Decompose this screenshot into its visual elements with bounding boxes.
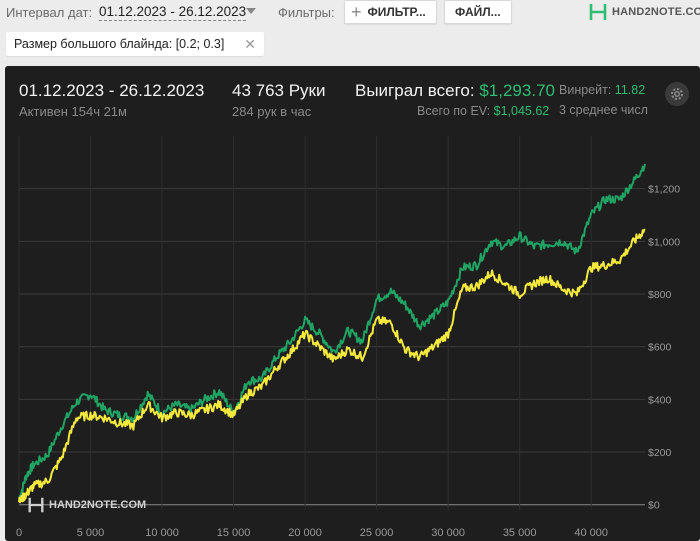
summary-total-won: Выиграл всего: $1,293.70 bbox=[355, 81, 555, 101]
close-icon[interactable]: ✕ bbox=[244, 36, 256, 52]
date-range-selector[interactable]: 01.12.2023 - 26.12.2023 bbox=[99, 4, 247, 21]
plus-icon: + bbox=[351, 2, 362, 22]
total-won-label: Выиграл всего: bbox=[355, 81, 475, 100]
winnings-chart: $0 $200 $400 $600 $800 $1,000 $1,200 0 5 000 10 0… bbox=[16, 136, 680, 539]
winrate-label: Винрейт: bbox=[559, 83, 612, 97]
active-filter-label: Размер большого блайнда: [0.2; 0.3] bbox=[14, 37, 225, 51]
summary-hands-per-hour: 284 рук в час bbox=[232, 104, 312, 119]
y-tick-label: $1,200 bbox=[648, 184, 680, 196]
x-tick-label: 40 000 bbox=[574, 527, 608, 539]
y-tick-label: $800 bbox=[648, 289, 672, 301]
y-tick-label: $1,000 bbox=[648, 236, 680, 248]
y-tick-label: $0 bbox=[648, 500, 660, 512]
graph-panel: $0 $200 $400 $600 $800 $1,000 $1,200 0 5 000 10 0… bbox=[5, 66, 700, 541]
watermark-text: HAND2NOTE.COM bbox=[49, 499, 147, 511]
series-line-ev bbox=[18, 228, 646, 504]
chart-settings-button[interactable] bbox=[665, 82, 689, 106]
x-tick-label: 5 000 bbox=[77, 527, 105, 539]
y-tick-label: $200 bbox=[648, 447, 672, 459]
logo-text: HAND2NOTE.COM bbox=[612, 6, 700, 18]
date-interval-label: Интервал дат: bbox=[6, 5, 93, 20]
summary-date-range: 01.12.2023 - 26.12.2023 bbox=[19, 81, 205, 100]
x-tick-label: 30 000 bbox=[431, 527, 465, 539]
y-tick-label: $400 bbox=[648, 394, 672, 406]
x-tick-label: 35 000 bbox=[503, 527, 537, 539]
summary-winrate: Винрейт: 11.82 bbox=[559, 83, 645, 97]
hand2note-logo-icon bbox=[589, 4, 607, 20]
filters-label: Фильтры: bbox=[278, 5, 335, 20]
gear-icon bbox=[671, 88, 683, 100]
summary-hands: 43 763 Руки bbox=[232, 81, 326, 100]
x-tick-label: 10 000 bbox=[145, 527, 179, 539]
x-tick-label: 25 000 bbox=[360, 527, 394, 539]
hand2note-logo-icon bbox=[28, 497, 44, 513]
x-tick-label: 0 bbox=[16, 527, 22, 539]
summary-active-time: Активен 154ч 21м bbox=[19, 104, 127, 119]
add-filter-button-label: ФИЛЬТР... bbox=[367, 5, 426, 19]
files-button-label: ФАЙЛ... bbox=[455, 5, 501, 19]
app-logo: HAND2NOTE.COM bbox=[588, 2, 700, 22]
ev-total-label: Всего по EV: bbox=[417, 104, 491, 118]
summary-average: 3 среднее числ bbox=[559, 103, 648, 117]
toolbar: Интервал дат: 01.12.2023 - 26.12.2023 Фи… bbox=[0, 0, 700, 26]
active-filter-chip: Размер большого блайнда: [0.2; 0.3] ✕ bbox=[6, 32, 264, 56]
chevron-down-icon[interactable] bbox=[246, 8, 256, 14]
series-line-won bbox=[18, 163, 646, 500]
summary-ev-total: Всего по EV: $1,045.62 bbox=[417, 104, 549, 118]
y-tick-label: $600 bbox=[648, 342, 672, 354]
x-tick-label: 15 000 bbox=[217, 527, 251, 539]
files-button[interactable]: ФАЙЛ... bbox=[444, 0, 512, 24]
total-won-value: $1,293.70 bbox=[479, 81, 555, 100]
x-tick-label: 20 000 bbox=[288, 527, 322, 539]
watermark: HAND2NOTE.COM bbox=[27, 496, 146, 514]
ev-total-value: $1,045.62 bbox=[493, 104, 550, 118]
winrate-value: 11.82 bbox=[614, 83, 646, 97]
add-filter-button[interactable]: + ФИЛЬТР... bbox=[344, 0, 437, 24]
